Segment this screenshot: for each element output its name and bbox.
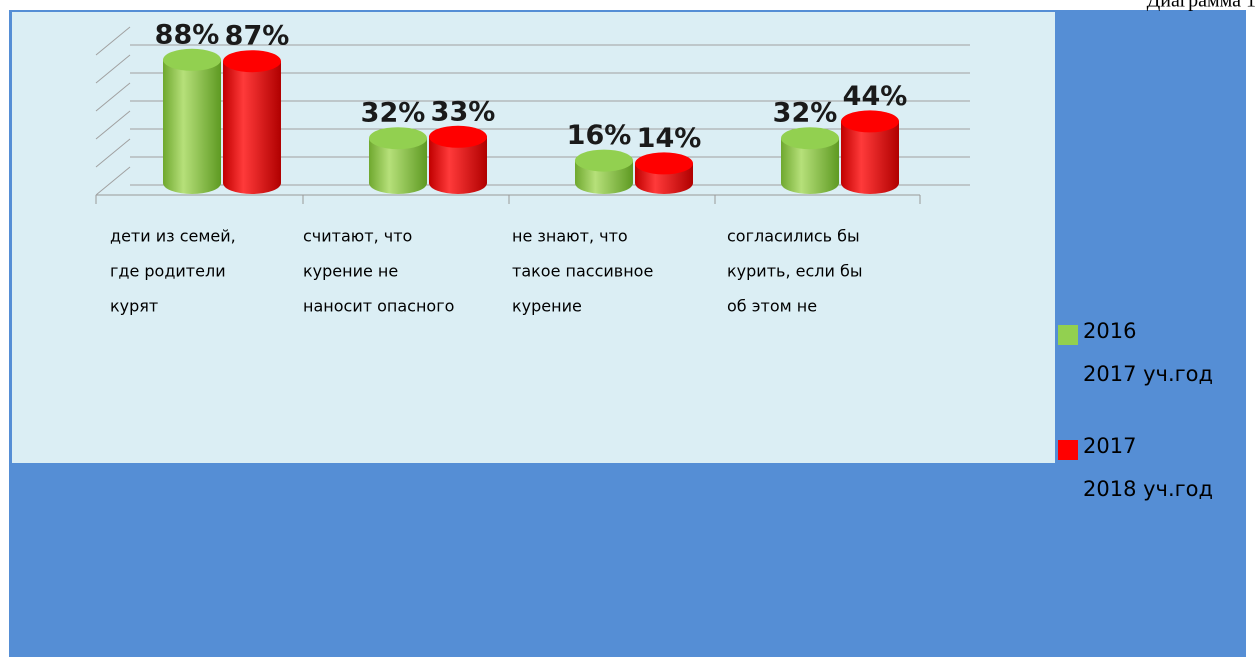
bar-bottom (575, 172, 633, 194)
bar-top (429, 125, 487, 148)
bar-body (223, 61, 281, 184)
x-tick-label: курение не (303, 262, 398, 281)
bar-top (369, 127, 427, 150)
data-label: 32% (361, 98, 426, 129)
bar-bottom (841, 172, 899, 194)
x-tick-label: курят (110, 297, 158, 316)
x-tick-label: наносит опасного (303, 297, 454, 316)
grid-line-side (95, 110, 131, 140)
data-label: 14% (637, 123, 702, 154)
legend-label: 2018 уч.год (1083, 477, 1213, 501)
x-tick-label: такое пассивное (512, 262, 653, 281)
legend-label: 2017 (1083, 434, 1136, 458)
data-label: 44% (843, 81, 908, 112)
legend-label: 2017 уч.год (1083, 362, 1213, 386)
x-tick-label: курение (512, 297, 582, 316)
bar-bottom (369, 172, 427, 194)
x-tick-label: согласились бы (727, 227, 860, 246)
grid-line-side (95, 26, 131, 56)
bar-top (781, 127, 839, 150)
data-label: 33% (431, 96, 496, 127)
x-tick-label: курить, если бы (727, 262, 862, 281)
bar-top (223, 50, 281, 73)
bar-bottom (223, 172, 281, 194)
caption: Диаграмма 1 (1147, 0, 1256, 12)
bar-top (575, 149, 633, 172)
legend-swatch (1058, 440, 1078, 460)
grid-line-side (95, 138, 131, 168)
x-tick-label: дети из семей, (110, 227, 236, 246)
x-tick-label: где родители (110, 262, 226, 281)
legend-swatch (1058, 325, 1078, 345)
data-label: 16% (567, 120, 632, 151)
x-tick-label: считают, что (303, 227, 412, 246)
bar-top (635, 152, 693, 175)
bar-body (163, 59, 221, 183)
bar-bottom (163, 172, 221, 194)
bar-top (841, 110, 899, 133)
data-label: 87% (225, 21, 290, 52)
data-label: 32% (773, 98, 838, 129)
bar-bottom (429, 172, 487, 194)
legend-label: 2016 (1083, 319, 1136, 343)
bar-bottom (781, 172, 839, 194)
x-tick-label: об этом не (727, 297, 817, 316)
grid-line-side (95, 82, 131, 112)
x-tick-label: не знают, что (512, 227, 628, 246)
bar-bottom (635, 172, 693, 194)
bar-top (163, 48, 221, 71)
grid-line-side (95, 166, 131, 196)
grid-line-side (95, 54, 131, 84)
data-label: 88% (155, 19, 220, 50)
